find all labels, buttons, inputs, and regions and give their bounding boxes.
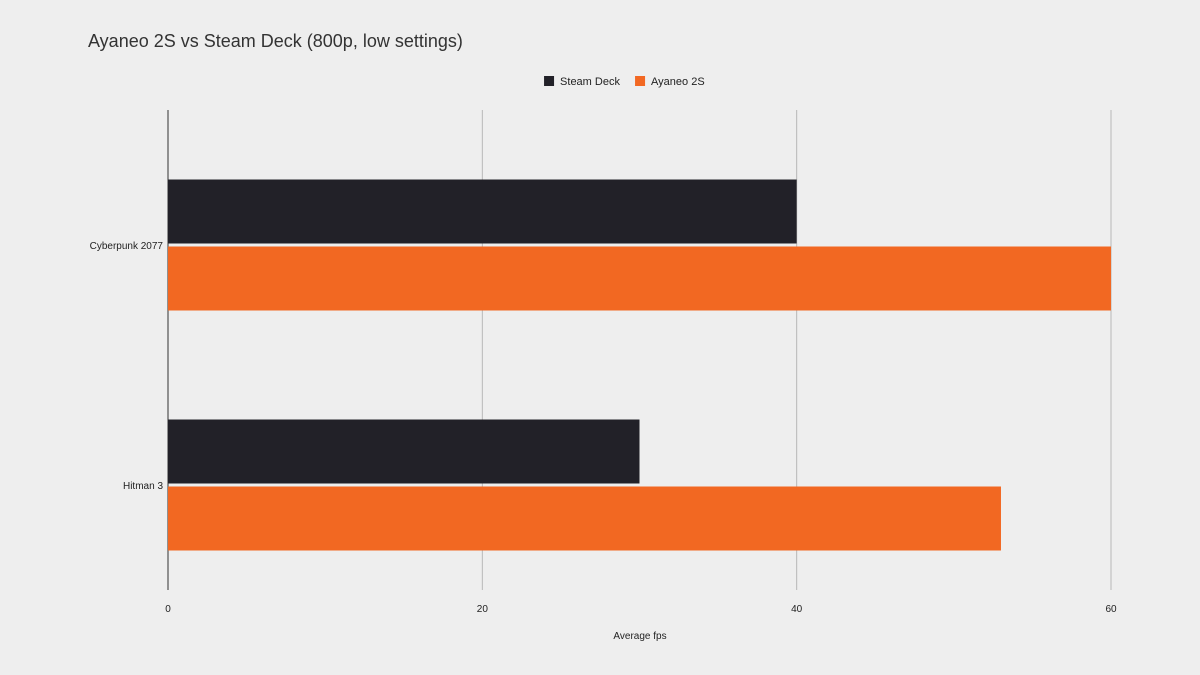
legend: Steam Deck Ayaneo 2S [544,76,705,88]
x-tick-label: 20 [477,604,489,615]
legend-label: Steam Deck [560,76,620,88]
bars [168,179,1111,551]
category-labels: Cyberpunk 2077 Hitman 3 [90,241,164,492]
x-tick-label: 60 [1105,604,1117,615]
legend-swatch-ayaneo-2s [635,76,646,86]
category-label: Cyberpunk 2077 [90,241,164,252]
x-tick-label: 40 [791,604,803,615]
x-tick-label: 0 [165,604,171,615]
bar-ayaneo-2s-1 [168,486,1001,551]
bar-ayaneo-2s-0 [168,246,1111,311]
bar-steam-deck-1 [168,419,640,484]
category-label: Hitman 3 [123,481,163,492]
chart-title: Ayaneo 2S vs Steam Deck (800p, low setti… [88,31,463,51]
x-axis-title: Average fps [613,631,666,642]
bar-steam-deck-0 [168,179,797,244]
legend-label: Ayaneo 2S [651,76,705,88]
x-tick-labels: 0 20 40 60 [165,604,1117,615]
legend-swatch-steam-deck [544,76,555,86]
